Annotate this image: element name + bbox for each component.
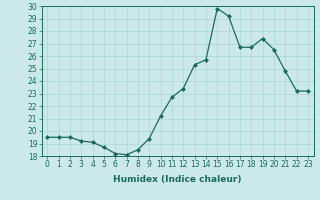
X-axis label: Humidex (Indice chaleur): Humidex (Indice chaleur)	[113, 175, 242, 184]
